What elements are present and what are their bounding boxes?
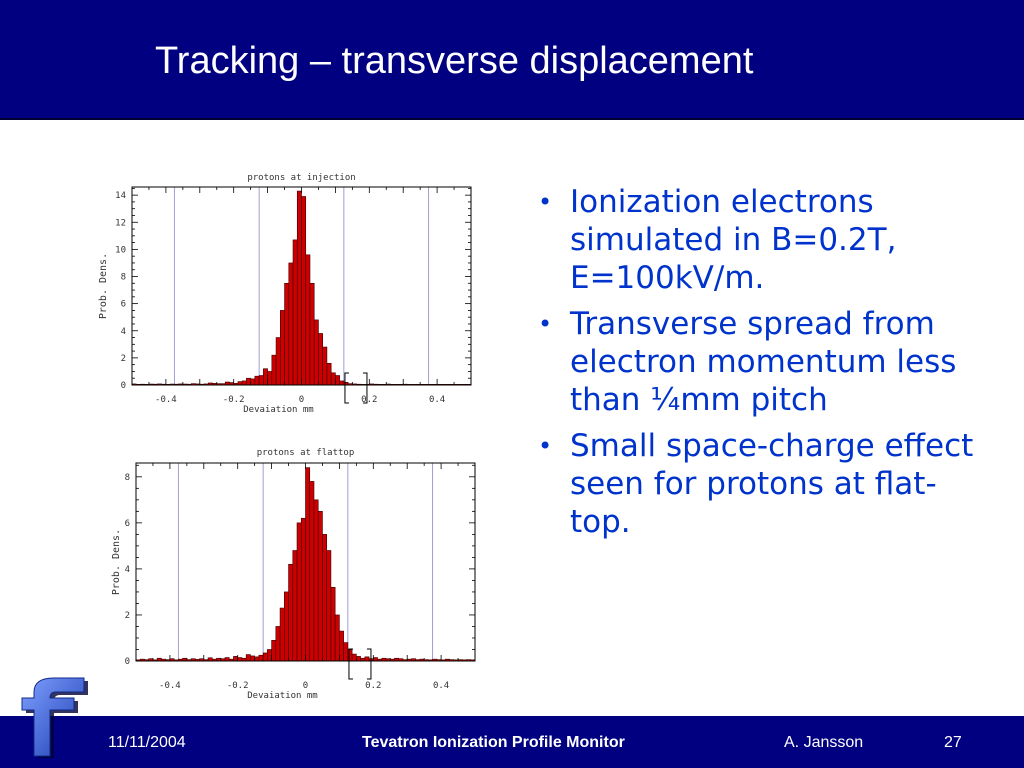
y-axis-label: Prob. Dens. — [98, 253, 109, 319]
chart-title: protons at injection — [247, 173, 355, 183]
histogram-bar — [288, 564, 294, 662]
footer-bar: 11/11/2004 Tevatron Ionization Profile M… — [0, 716, 1024, 768]
histogram-bar — [267, 649, 272, 662]
histogram-bar — [233, 656, 238, 662]
footer-title: Tevatron Ionization Profile Monitor — [362, 734, 625, 751]
x-tick-label: 0.2 — [365, 681, 381, 691]
histogram-bar — [330, 587, 336, 662]
footer-page-number: 27 — [944, 734, 962, 751]
x-tick-label: 0 — [303, 681, 308, 691]
x-axis-label: Devaiation mm — [243, 405, 313, 415]
histogram-bar — [250, 655, 255, 662]
x-tick-label: -0.4 — [159, 681, 181, 691]
histogram-bar — [271, 639, 277, 662]
histogram-bar — [279, 607, 285, 662]
histogram-flattop: protons at flattop -0.4 -0.2 0 0.2 0.4 0 2 4 6 8 De… — [111, 448, 476, 700]
histogram-bar — [258, 654, 264, 662]
y-tick-label: 6 — [125, 519, 130, 529]
x-tick-label: 0.4 — [433, 681, 449, 691]
histogram-bar — [300, 517, 306, 662]
histogram-bar — [296, 522, 302, 662]
slide-title: Tracking – transverse displacement — [155, 40, 754, 82]
histogram-bar — [351, 653, 357, 662]
fermilab-f-logo-icon — [21, 677, 88, 758]
bracket-marker — [362, 372, 368, 404]
histogram-bar — [356, 656, 361, 662]
histogram-bar — [322, 534, 327, 662]
footer-author: A. Jansson — [784, 734, 864, 751]
histogram-bar — [343, 642, 349, 662]
histogram-bar — [309, 481, 315, 662]
x-tick-label: -0.2 — [223, 395, 245, 405]
histogram-bar — [313, 499, 319, 662]
y-tick-label: 12 — [115, 218, 126, 228]
bullet-text: Transverse spread from electron momentum… — [570, 306, 957, 418]
histogram-bar — [334, 614, 340, 662]
histogram-bar — [292, 550, 298, 662]
bracket-marker — [366, 648, 372, 680]
y-tick-label: 10 — [115, 245, 126, 255]
x-tick-label: 0.4 — [429, 395, 445, 405]
bullet-item: Small space-charge effect seen for proto… — [538, 427, 978, 541]
histogram-bar — [339, 630, 344, 662]
footer-date: 11/11/2004 — [108, 734, 186, 751]
y-tick-label: 2 — [121, 354, 126, 364]
histogram-bar — [317, 511, 323, 662]
y-tick-label: 8 — [125, 473, 130, 483]
histogram-bar — [326, 550, 332, 662]
y-tick-label: 0 — [121, 381, 126, 391]
x-tick-label: -0.4 — [155, 395, 177, 405]
y-tick-label: 0 — [125, 657, 130, 667]
histogram-bar — [372, 657, 378, 662]
bracket-marker — [348, 648, 353, 680]
bullet-item: Ionization electrons simulated in B=0.2T… — [538, 183, 978, 297]
y-tick-label: 6 — [121, 300, 126, 310]
histogram-bar — [262, 652, 268, 662]
histogram-bar — [364, 656, 370, 662]
bullet-text: Small space-charge effect seen for proto… — [570, 428, 974, 540]
y-axis-label: Prob. Dens. — [111, 529, 122, 595]
y-tick-label: 2 — [125, 611, 130, 621]
bracket-marker — [344, 372, 349, 404]
y-tick-label: 4 — [125, 565, 130, 575]
histogram-bar — [275, 626, 281, 662]
bullet-text: Ionization electrons simulated in B=0.2T… — [570, 184, 897, 296]
histogram-bar — [254, 656, 260, 662]
y-tick-label: 4 — [121, 327, 126, 337]
x-tick-label: 0 — [299, 395, 304, 405]
histogram-bar — [245, 654, 251, 662]
chart-title: protons at flattop — [257, 448, 355, 458]
title-bar: Tracking – transverse displacement — [0, 0, 1024, 120]
x-tick-label: 0.2 — [361, 395, 377, 405]
histogram-bar — [224, 657, 230, 662]
histogram-injection: protons at injection -0.4 -0.2 0 0.2 0.4 0 2 4 6 8… — [98, 173, 472, 415]
x-tick-label: -0.2 — [227, 681, 249, 691]
bullet-item: Transverse spread from electron momentum… — [538, 305, 978, 419]
y-tick-label: 14 — [115, 191, 126, 201]
histogram-bar — [237, 657, 243, 662]
bullet-list: Ionization electrons simulated in B=0.2T… — [538, 183, 978, 549]
y-tick-label: 8 — [121, 273, 126, 283]
histogram-bar — [305, 467, 311, 662]
x-axis-label: Devaiation mm — [247, 691, 317, 700]
histogram-bar — [284, 591, 289, 662]
